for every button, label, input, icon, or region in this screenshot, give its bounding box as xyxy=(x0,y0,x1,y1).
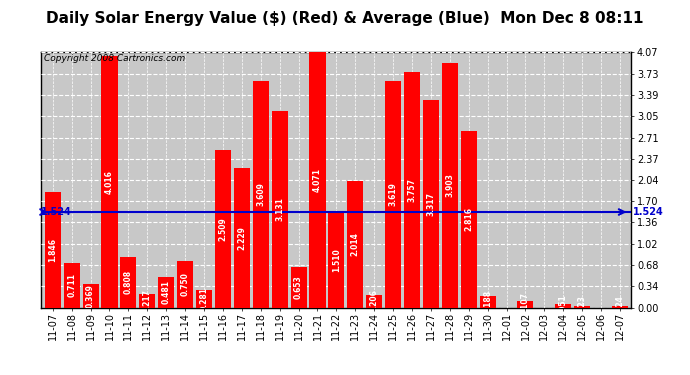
Bar xyxy=(347,182,364,308)
Text: Copyright 2008 Cartronics.com: Copyright 2008 Cartronics.com xyxy=(44,54,186,63)
Text: 0.206: 0.206 xyxy=(370,289,379,313)
Text: 0.051: 0.051 xyxy=(559,294,568,318)
Bar xyxy=(461,131,477,308)
Text: 3.757: 3.757 xyxy=(408,178,417,202)
Text: 0.023: 0.023 xyxy=(578,295,586,319)
Bar xyxy=(555,304,571,307)
Bar xyxy=(83,284,99,308)
Bar xyxy=(139,294,155,307)
Bar xyxy=(423,100,439,308)
Bar xyxy=(158,278,175,308)
Text: 0.281: 0.281 xyxy=(199,287,208,311)
Text: 0.107: 0.107 xyxy=(521,292,530,316)
Text: 1.510: 1.510 xyxy=(332,248,341,272)
Text: 0.188: 0.188 xyxy=(483,290,492,314)
Text: 3.609: 3.609 xyxy=(256,183,265,206)
Bar xyxy=(234,168,250,308)
Text: 0.369: 0.369 xyxy=(86,284,95,308)
Text: 3.903: 3.903 xyxy=(445,173,454,197)
Bar xyxy=(480,296,495,307)
Text: 0.711: 0.711 xyxy=(67,273,76,297)
Text: 1.846: 1.846 xyxy=(48,238,57,262)
Text: 0.808: 0.808 xyxy=(124,270,133,294)
Bar xyxy=(385,81,401,308)
Bar xyxy=(272,111,288,308)
Bar xyxy=(45,192,61,308)
Text: 2.816: 2.816 xyxy=(464,207,473,231)
Text: 0.653: 0.653 xyxy=(294,275,303,299)
Text: 0.217: 0.217 xyxy=(143,289,152,313)
Text: 4.016: 4.016 xyxy=(105,170,114,194)
Bar xyxy=(366,295,382,307)
Bar xyxy=(63,263,79,308)
Bar xyxy=(177,261,193,308)
Bar xyxy=(196,290,212,308)
Text: 0.024: 0.024 xyxy=(615,295,624,319)
Text: Daily Solar Energy Value ($) (Red) & Average (Blue)  Mon Dec 8 08:11: Daily Solar Energy Value ($) (Red) & Ave… xyxy=(46,11,644,26)
Bar xyxy=(328,213,344,308)
Bar xyxy=(253,81,269,308)
Bar xyxy=(404,72,420,308)
Text: 1.524: 1.524 xyxy=(41,207,72,217)
Text: 3.131: 3.131 xyxy=(275,198,284,221)
Text: 2.014: 2.014 xyxy=(351,232,359,256)
Text: 3.619: 3.619 xyxy=(388,182,397,206)
Text: 2.509: 2.509 xyxy=(219,217,228,241)
Text: 0.481: 0.481 xyxy=(161,280,170,304)
Bar xyxy=(290,267,306,308)
Bar xyxy=(518,301,533,307)
Text: 0.750: 0.750 xyxy=(181,272,190,296)
Text: 3.317: 3.317 xyxy=(426,192,435,216)
Bar xyxy=(442,63,458,308)
Bar xyxy=(120,257,137,307)
Bar xyxy=(612,306,628,308)
Bar xyxy=(574,306,590,308)
Bar xyxy=(101,56,117,308)
Text: 4.071: 4.071 xyxy=(313,168,322,192)
Bar xyxy=(215,150,231,308)
Bar xyxy=(309,53,326,308)
Text: 2.229: 2.229 xyxy=(237,226,246,250)
Text: 1.524: 1.524 xyxy=(633,207,664,217)
